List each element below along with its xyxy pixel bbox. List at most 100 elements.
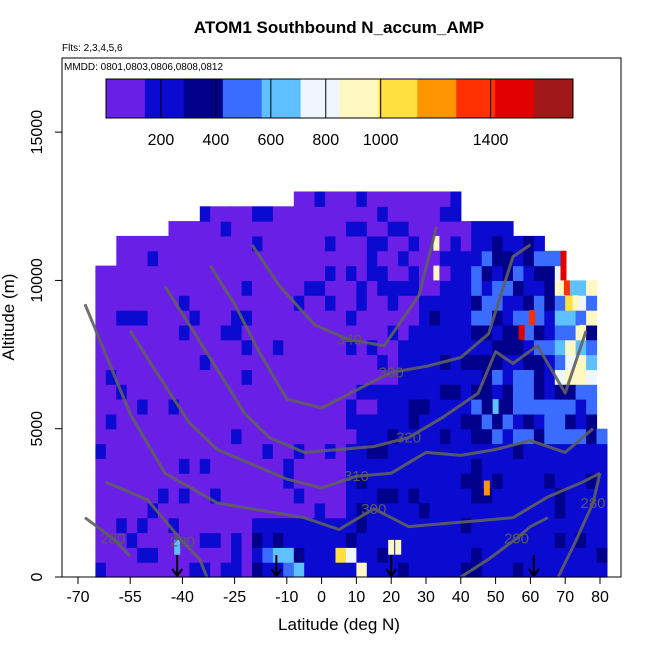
heatmap-cell <box>554 280 566 296</box>
heatmap-cell <box>189 562 201 578</box>
heatmap-cell <box>544 517 556 534</box>
heatmap-cell <box>262 206 274 222</box>
heatmap-cell <box>356 280 368 296</box>
heatmap-cell <box>356 324 368 341</box>
heatmap-cell <box>304 235 316 252</box>
heatmap-cell <box>575 413 587 430</box>
heatmap-cell <box>575 280 587 296</box>
heatmap-cell <box>398 532 410 548</box>
heatmap-cell <box>304 339 316 356</box>
heatmap-cell <box>116 562 128 578</box>
heatmap-cell <box>356 339 368 356</box>
heatmap-cell <box>241 428 253 445</box>
heatmap-cell <box>565 473 577 489</box>
y-tick-label: 15000 <box>29 110 46 155</box>
heatmap-cell <box>335 235 347 252</box>
heatmap-cell <box>283 413 295 430</box>
heatmap-cells <box>95 191 608 578</box>
heatmap-cell <box>158 458 169 474</box>
heatmap-cell <box>429 502 441 519</box>
heatmap-cell <box>220 324 232 341</box>
heatmap-cell <box>356 221 368 237</box>
heatmap-cell <box>565 502 577 519</box>
heatmap-cell <box>533 324 545 341</box>
heatmap-cell <box>356 473 368 489</box>
heatmap-cell <box>335 310 347 326</box>
heatmap-cell <box>408 399 420 415</box>
heatmap-cell <box>387 413 399 430</box>
heatmap-cell <box>450 502 462 519</box>
heatmap-cell <box>158 502 169 519</box>
heatmap-cell <box>220 413 232 430</box>
heatmap-cell <box>168 310 180 326</box>
heatmap-cell <box>262 354 274 370</box>
heatmap-cell <box>502 310 514 326</box>
heatmap-cell <box>325 265 337 281</box>
heatmap-cell <box>460 280 472 296</box>
heatmap-cell <box>366 250 378 267</box>
contour-line <box>128 329 594 490</box>
heatmap-cell <box>199 473 211 489</box>
heatmap-cell <box>356 295 368 311</box>
heatmap-cell <box>293 369 305 385</box>
heatmap-cell <box>116 428 128 445</box>
heatmap-cell <box>586 428 598 445</box>
heatmap-cell <box>419 399 430 415</box>
heatmap-cell <box>178 250 190 267</box>
heatmap-cell <box>314 369 326 385</box>
heatmap-cell <box>366 339 378 356</box>
heatmap-cell <box>137 399 149 415</box>
heatmap-cell <box>408 206 420 222</box>
heatmap-cell <box>262 488 274 504</box>
heatmap-cell <box>398 265 410 281</box>
heatmap-cell <box>231 562 243 578</box>
heatmap-cell <box>116 399 128 415</box>
heatmap-cell <box>293 384 305 400</box>
heatmap-cell <box>293 310 305 326</box>
heatmap-cell <box>346 443 357 459</box>
heatmap-cell <box>492 443 504 459</box>
heatmap-cell <box>356 562 368 578</box>
heatmap-cell <box>116 295 128 311</box>
heatmap-cell <box>513 547 524 563</box>
heatmap-cell <box>513 473 524 489</box>
heatmap-hotspots <box>174 235 586 555</box>
heatmap-cell <box>158 547 169 563</box>
heatmap-cell <box>533 413 545 430</box>
heatmap-cell <box>460 295 472 311</box>
heatmap-cell <box>439 413 451 430</box>
heatmap-cell <box>105 547 117 563</box>
heatmap-cell <box>220 235 232 252</box>
heatmap-cell <box>346 562 357 578</box>
heatmap-cell <box>304 250 316 267</box>
heatmap-cell <box>387 310 399 326</box>
heatmap-cell <box>575 295 587 311</box>
heatmap-cell <box>178 443 190 459</box>
heatmap-cell <box>523 324 535 341</box>
heatmap-cell <box>450 547 462 563</box>
heatmap-cell <box>523 235 535 252</box>
heatmap-cell <box>450 443 462 459</box>
heatmap-cell <box>419 562 430 578</box>
heatmap-cell <box>210 473 222 489</box>
heatmap-cell <box>439 517 451 534</box>
heatmap-cell <box>419 473 430 489</box>
heatmap-cell <box>356 384 368 400</box>
heatmap-cell <box>439 295 451 311</box>
heatmap-cell <box>533 310 545 326</box>
heatmap-cell <box>168 369 180 385</box>
heatmap-cell <box>502 458 514 474</box>
heatmap-cell <box>502 502 514 519</box>
heatmap-cell <box>513 265 524 281</box>
heatmap-cell <box>335 369 347 385</box>
heatmap-cell <box>335 206 347 222</box>
heatmap-cell <box>325 399 337 415</box>
heatmap-cell <box>272 443 284 459</box>
heatmap-cell <box>262 399 274 415</box>
heatmap-cell <box>252 532 263 548</box>
heatmap-cell <box>272 458 284 474</box>
heatmap-cell <box>126 473 138 489</box>
heatmap-cell <box>95 295 107 311</box>
heatmap-cell <box>346 488 357 504</box>
heatmap-cell <box>596 458 608 474</box>
